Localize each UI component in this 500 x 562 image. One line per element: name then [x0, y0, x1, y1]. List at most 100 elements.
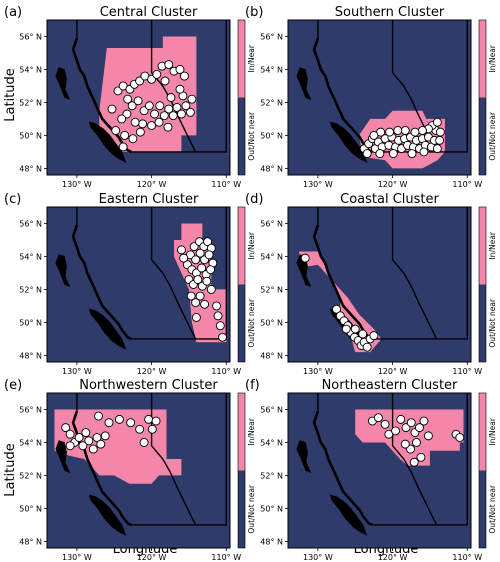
colorbar: In/Near Out/Not near [237, 206, 256, 363]
station-point [135, 424, 145, 434]
lat-tick-label: 50° N [260, 504, 283, 513]
station-point [179, 253, 189, 263]
province-border [131, 393, 228, 526]
station-point [415, 423, 424, 433]
station-point [159, 111, 169, 121]
colorbar-in-swatch [238, 207, 245, 285]
colorbar-out-swatch [479, 470, 486, 548]
station-point [175, 65, 185, 74]
station-point [203, 237, 213, 247]
station-point [341, 324, 351, 334]
colorbar-in-label: In/Near [488, 417, 497, 445]
lon-tick-label: 120° W [378, 180, 408, 189]
lat-tick-label: 48° N [260, 537, 283, 546]
station-point [176, 245, 186, 255]
colorbar-out-swatch [238, 97, 245, 175]
station-point [123, 94, 133, 104]
station-point [400, 439, 410, 449]
station-point [187, 94, 197, 104]
station-point [193, 275, 203, 285]
province-border [150, 207, 197, 340]
station-point [195, 248, 205, 258]
station-point [191, 313, 201, 322]
coastline [312, 37, 373, 154]
lat-tick-label: 54° N [19, 438, 42, 447]
lon-tick-label: 130° W [62, 367, 92, 376]
station-point [213, 311, 223, 321]
lat-tick-label: 56° N [260, 219, 283, 228]
map-frame [46, 206, 231, 363]
island [296, 67, 312, 100]
colorbar-in-label: In/Near [247, 44, 256, 72]
station-point [128, 134, 138, 144]
station-point [419, 416, 429, 426]
map-frame [46, 19, 231, 176]
station-point [410, 127, 420, 137]
coastline [312, 224, 373, 341]
lat-tick-label: 54° N [260, 438, 283, 447]
map-background [288, 207, 471, 362]
station-point [185, 107, 195, 117]
panel-letter: (a) [4, 5, 22, 20]
station-point [111, 126, 121, 135]
lat-tick-label: 48° N [260, 164, 283, 173]
province-border [372, 207, 468, 340]
y-axis-label-row3: Latitude [3, 443, 18, 497]
colorbar-in-label: In/Near [488, 231, 497, 259]
station-point [362, 149, 372, 159]
colorbar-in-swatch [479, 393, 486, 471]
lat-tick-label: 52° N [19, 98, 42, 107]
lon-tick-label: 110° W [452, 553, 482, 562]
island [296, 440, 312, 473]
island [329, 494, 368, 536]
station-point [375, 149, 385, 159]
station-point [147, 424, 157, 434]
lat-tick-label: 56° N [19, 219, 42, 228]
province-border [391, 207, 438, 340]
station-point [78, 441, 88, 451]
station-point [138, 119, 148, 129]
panel-letter: (b) [245, 5, 263, 20]
lat-tick-label: 56° N [260, 32, 283, 41]
station-point [118, 142, 128, 152]
colorbar-in-label: In/Near [488, 44, 497, 72]
island [88, 494, 127, 536]
station-point [373, 413, 383, 423]
station-point [432, 144, 442, 154]
station-point [423, 431, 433, 441]
station-point [369, 130, 379, 140]
station-point [144, 101, 154, 111]
colorbar: In/Near Out/Not near [478, 392, 497, 549]
station-point [84, 436, 94, 446]
map-frame [287, 206, 472, 363]
station-point [332, 304, 342, 314]
lon-tick-label: 120° W [137, 553, 167, 562]
station-point [164, 104, 174, 114]
colorbar: In/Near Out/Not near [478, 206, 497, 363]
lon-tick-label: 120° W [378, 367, 408, 376]
lat-tick-label: 50° N [260, 131, 283, 140]
map-panel-3: (c) Eastern Cluster 56° N 54° N 52° N 50° N 48… [4, 192, 256, 376]
map-panel-5: (e) Northwestern Cluster 56° N 54° N 52° N 50… [4, 378, 256, 562]
panel-title: Northeastern Cluster [322, 378, 458, 393]
station-point [151, 416, 161, 426]
station-point [127, 101, 137, 111]
colorbar-out-label: Out/Not near [247, 484, 256, 534]
station-point [160, 76, 170, 86]
station-point [409, 457, 419, 467]
station-point [179, 71, 189, 81]
station-point [166, 93, 176, 102]
station-point [176, 109, 186, 119]
colorbar-in-swatch [479, 207, 486, 285]
panel-letter: (e) [4, 378, 22, 393]
lon-tick-label: 120° W [378, 553, 408, 562]
station-point [163, 122, 173, 132]
station-point [406, 418, 416, 428]
station-point [150, 109, 160, 119]
station-point [416, 452, 426, 462]
station-point [380, 419, 390, 429]
station-point [204, 250, 214, 260]
station-point [104, 418, 114, 428]
map-panel-4: (d) Coastal Cluster 56° N 54° N 52° N 50° N 48… [245, 192, 497, 376]
